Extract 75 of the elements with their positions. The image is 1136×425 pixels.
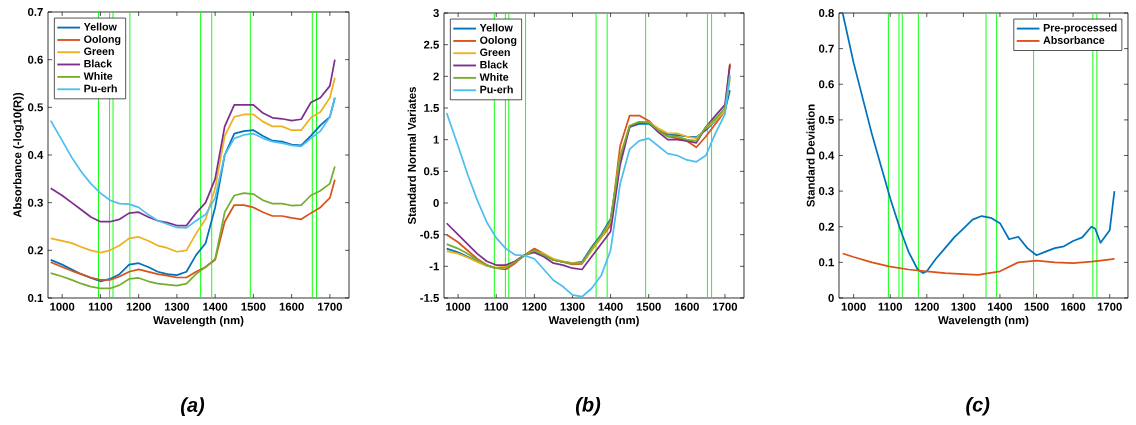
y-tick-label: 0: [828, 293, 834, 302]
y-tick-label: 0.2: [27, 246, 43, 255]
legend-label: Pu-erh: [480, 85, 513, 94]
x-tick-label: 1600: [1061, 302, 1086, 311]
y-tick-label: 0.8: [818, 9, 834, 18]
x-tick-label: 1400: [203, 302, 228, 311]
y-tick-label: 3: [433, 8, 439, 18]
x-tick-label: 1200: [126, 302, 151, 311]
line-series: [49, 165, 336, 290]
y-tick-label: 1.5: [424, 104, 439, 112]
y-tick-label: 0.3: [27, 198, 43, 207]
y-tick-label: 0.7: [27, 8, 43, 16]
legend-label: Black: [84, 59, 113, 68]
y-tick-label: 0.4: [818, 151, 835, 160]
legend-label: Oolong: [84, 35, 121, 46]
x-tick-label: 1400: [988, 302, 1013, 311]
y-tick-label: 0: [433, 198, 439, 207]
x-tick-label: 1100: [878, 302, 903, 311]
y-tick-label: 0.5: [27, 103, 43, 112]
legend-label: Green: [480, 48, 510, 57]
x-axis-title: Wavelength (nm): [153, 315, 244, 327]
legend-label: Pu-erh: [84, 84, 117, 93]
x-tick-label: 1300: [560, 302, 585, 311]
x-tick-label: 1200: [914, 302, 939, 311]
x-tick-label: 1500: [1024, 302, 1049, 311]
line-series: [841, 252, 1116, 276]
y-tick-label: 0.3: [818, 187, 834, 196]
text: (b): [575, 396, 601, 416]
y-tick-label: 0.1: [27, 293, 43, 302]
y-tick-label: 0.7: [818, 44, 834, 53]
y-tick-label: 0.6: [27, 55, 43, 64]
legend-label: White: [479, 73, 509, 81]
y-tick-label: 2.5: [423, 40, 439, 49]
x-axis-title: Wavelength (nm): [938, 315, 1029, 327]
x-tick-label: 1200: [522, 302, 547, 311]
legend-label: Yellow: [479, 23, 513, 32]
y-tick-label: 1: [433, 135, 439, 144]
legend-label: White: [83, 72, 113, 80]
x-tick-label: 1500: [636, 302, 661, 311]
x-tick-label: 1000: [841, 302, 866, 311]
legend-label: Green: [84, 47, 114, 56]
y-tick-label: 0.6: [818, 80, 834, 89]
y-tick-label: 0.5: [818, 115, 834, 124]
y-tick-label: -1: [429, 262, 439, 271]
text: (a): [181, 397, 205, 416]
x-tick-label: 1400: [598, 302, 623, 311]
x-tick-label: 1300: [951, 302, 976, 311]
legend-label: Pre-processed: [1043, 23, 1117, 34]
y-axis-title: Standard Normal Variates: [407, 87, 416, 225]
x-tick-label: 1000: [446, 302, 471, 311]
text: (c): [966, 396, 990, 416]
legend-label: Black: [480, 60, 509, 69]
x-tick-label: 1500: [241, 302, 266, 311]
x-tick-label: 1000: [50, 302, 75, 311]
x-axis-title: Wavelength (nm): [548, 315, 639, 327]
x-tick-label: 1700: [1097, 302, 1122, 311]
x-tick-label: 1700: [317, 302, 343, 311]
legend-label: Yellow: [83, 22, 117, 31]
y-tick-label: 0.4: [27, 150, 44, 159]
legend-label: Oolong: [480, 36, 517, 47]
y-tick-label: 0.1: [818, 258, 834, 267]
x-tick-label: 1100: [484, 302, 509, 311]
legend-label: Absorbance: [1043, 36, 1105, 44]
x-tick-label: 1600: [279, 302, 304, 311]
y-tick-label: -0.5: [420, 230, 439, 239]
x-tick-label: 1300: [165, 302, 190, 311]
y-tick-label: 0.5: [423, 167, 439, 176]
y-axis-title: Absorbance (-log10(R)): [13, 92, 24, 218]
y-tick-label: 2: [433, 72, 439, 81]
x-tick-label: 1100: [88, 302, 113, 311]
y-tick-label: 0.2: [818, 222, 834, 231]
y-axis-title: Standard Deviation: [806, 104, 815, 207]
x-tick-label: 1700: [713, 302, 738, 311]
x-tick-label: 1600: [674, 302, 699, 311]
y-tick-label: -1.5: [420, 294, 439, 302]
